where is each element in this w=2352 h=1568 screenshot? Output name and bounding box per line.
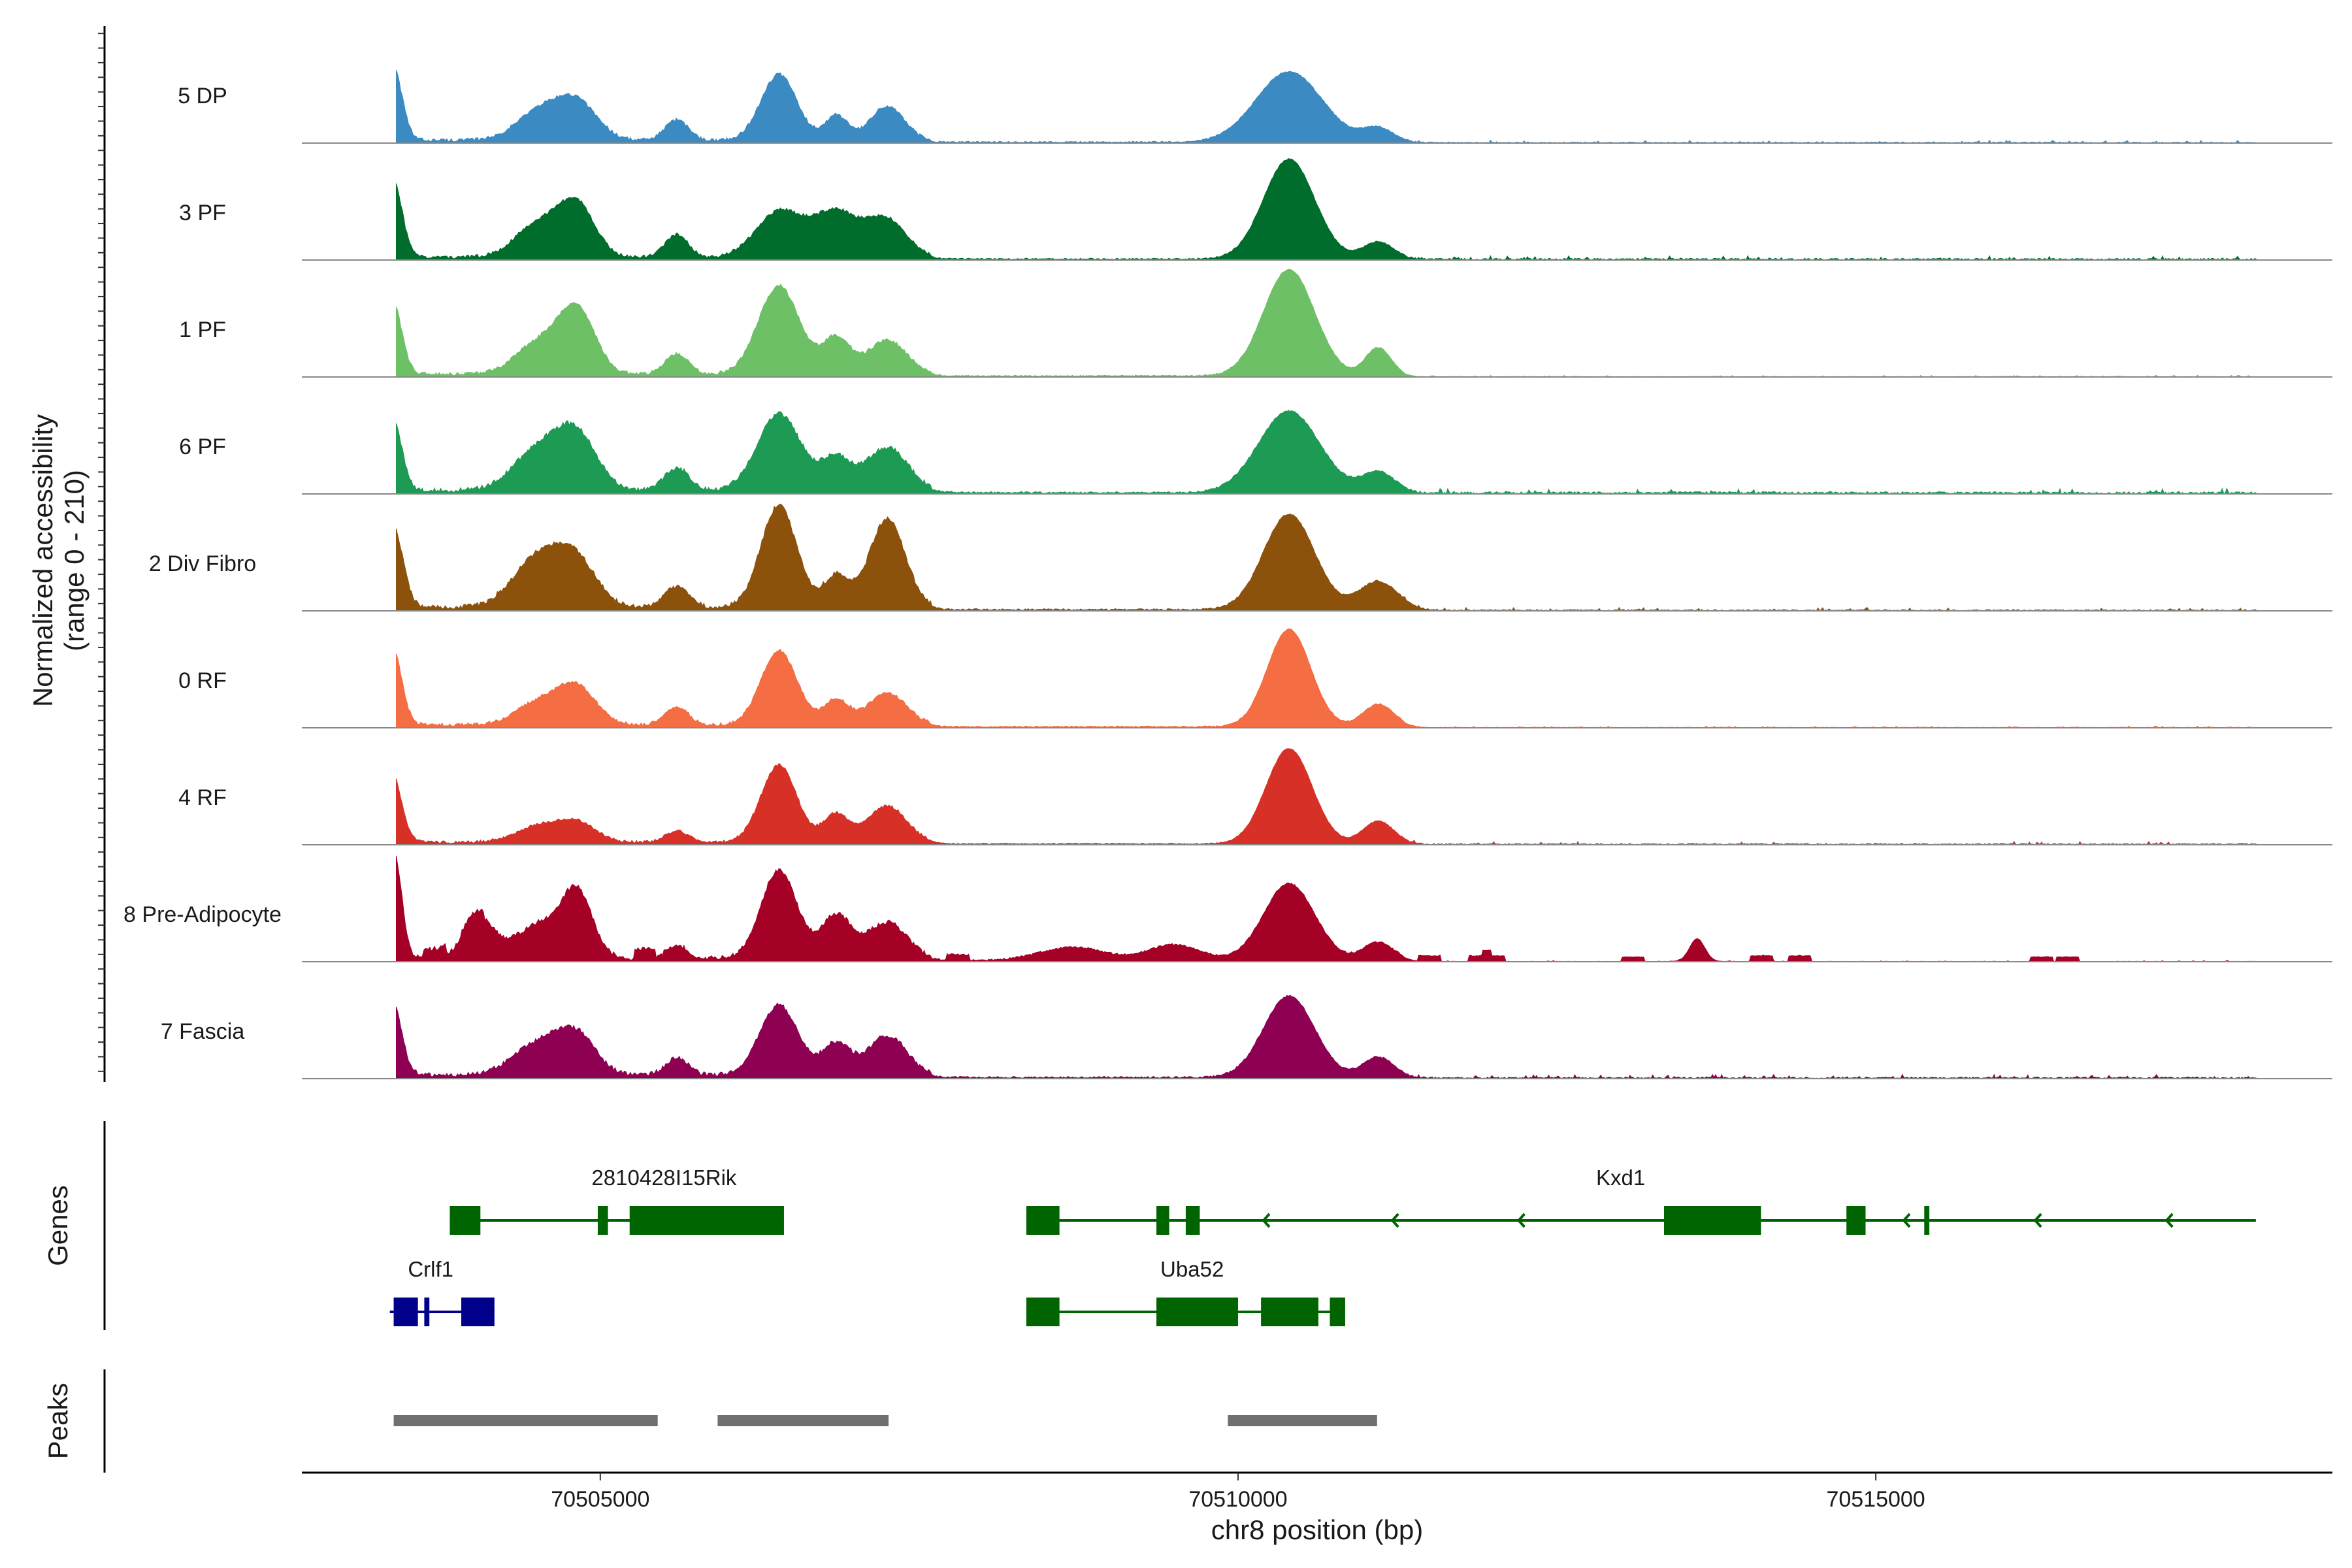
gene-label: 2810428I15Rik xyxy=(591,1166,737,1190)
coverage-area xyxy=(396,628,2257,728)
peak-region xyxy=(717,1415,889,1426)
y-axis-title: Normalized accessibility xyxy=(27,414,58,707)
coverage-track-1: 5 DP xyxy=(178,70,2332,144)
gene-exon xyxy=(1185,1206,1200,1235)
gene-model-4: Uba52 xyxy=(1026,1257,1345,1326)
coverage-tracks: 5 DP 3 PF 1 PF 6 PF 2 Div Fibro 0 RF 4 RF 8 Pre… xyxy=(123,70,2332,1079)
coverage-area xyxy=(396,158,2257,261)
gene-exon xyxy=(1026,1206,1060,1235)
track-label: 8 Pre-Adipocyte xyxy=(123,902,282,927)
gene-exon xyxy=(1156,1298,1238,1326)
track-label: 7 Fascia xyxy=(161,1019,245,1044)
x-axis-title: chr8 position (bp) xyxy=(1211,1514,1424,1545)
coverage-track-7: 4 RF xyxy=(178,748,2332,845)
coverage-track-4: 6 PF xyxy=(179,410,2332,495)
coverage-track-8: 8 Pre-Adipocyte xyxy=(123,856,2332,962)
strand-arrow xyxy=(1516,1213,1526,1228)
strand-arrow xyxy=(1390,1213,1399,1228)
strand-arrow xyxy=(2164,1213,2174,1228)
peak-regions-track xyxy=(393,1415,1377,1426)
x-tick-label: 70515000 xyxy=(1826,1487,1925,1512)
track-label: 6 PF xyxy=(179,434,226,459)
gene-label: Crlf1 xyxy=(408,1257,453,1281)
genes-panel-title: Genes xyxy=(42,1185,73,1266)
strand-arrow xyxy=(1262,1213,1271,1228)
gene-exon xyxy=(449,1206,481,1235)
gene-label: Kxd1 xyxy=(1596,1166,1645,1190)
x-axis: 70505000 70510000 70515000 xyxy=(302,1471,2332,1512)
gene-exon xyxy=(1330,1298,1345,1326)
x-tick-label: 70510000 xyxy=(1188,1487,1287,1512)
coverage-area xyxy=(396,269,2257,378)
gene-label: Uba52 xyxy=(1160,1257,1224,1281)
peak-region xyxy=(393,1415,658,1426)
y-axis-range-label: (range 0 - 210) xyxy=(59,470,90,651)
gene-exon xyxy=(1261,1298,1318,1326)
coverage-track-2: 3 PF xyxy=(179,158,2332,261)
track-label: 2 Div Fibro xyxy=(149,551,256,576)
track-label: 3 PF xyxy=(179,201,226,225)
gene-model-2: Kxd1 xyxy=(1026,1166,2256,1235)
gene-exon xyxy=(1156,1206,1169,1235)
gene-model-3: Crlf1 xyxy=(389,1257,495,1326)
strand-arrow xyxy=(2033,1213,2042,1228)
track-label: 1 PF xyxy=(179,318,226,342)
gene-exon xyxy=(1026,1298,1060,1326)
track-label: 4 RF xyxy=(178,785,227,810)
coverage-area xyxy=(396,504,2257,612)
gene-exon xyxy=(424,1298,430,1326)
gene-exon xyxy=(1664,1206,1761,1235)
gene-exon xyxy=(393,1298,418,1326)
peaks-panel-title: Peaks xyxy=(42,1383,73,1460)
gene-model-1: 2810428I15Rik xyxy=(449,1166,784,1235)
coverage-area xyxy=(396,994,2257,1079)
gene-exon xyxy=(629,1206,784,1235)
x-tick-label: 70505000 xyxy=(551,1487,649,1512)
coverage-track-6: 0 RF xyxy=(178,628,2332,728)
coverage-area xyxy=(396,410,2257,495)
coverage-area xyxy=(396,748,2257,845)
coverage-track-9: 7 Fascia xyxy=(161,994,2332,1079)
peak-region xyxy=(1228,1415,1377,1426)
coverage-track-5: 2 Div Fibro xyxy=(149,504,2332,612)
track-label: 5 DP xyxy=(178,84,227,108)
gene-exon xyxy=(1846,1206,1866,1235)
coverage-area xyxy=(396,856,2257,962)
gene-exon xyxy=(597,1206,608,1235)
track-label: 0 RF xyxy=(178,668,227,693)
strand-arrow xyxy=(1902,1213,1911,1228)
gene-exon xyxy=(1924,1206,1930,1235)
coverage-track-3: 1 PF xyxy=(179,269,2332,378)
coverage-area xyxy=(396,70,2257,144)
coverage-y-axis xyxy=(98,26,106,1082)
gene-exon xyxy=(461,1298,495,1326)
gene-annotation-track: 2810428I15Rik Kxd1 Crlf1 Uba52 xyxy=(389,1166,2256,1326)
